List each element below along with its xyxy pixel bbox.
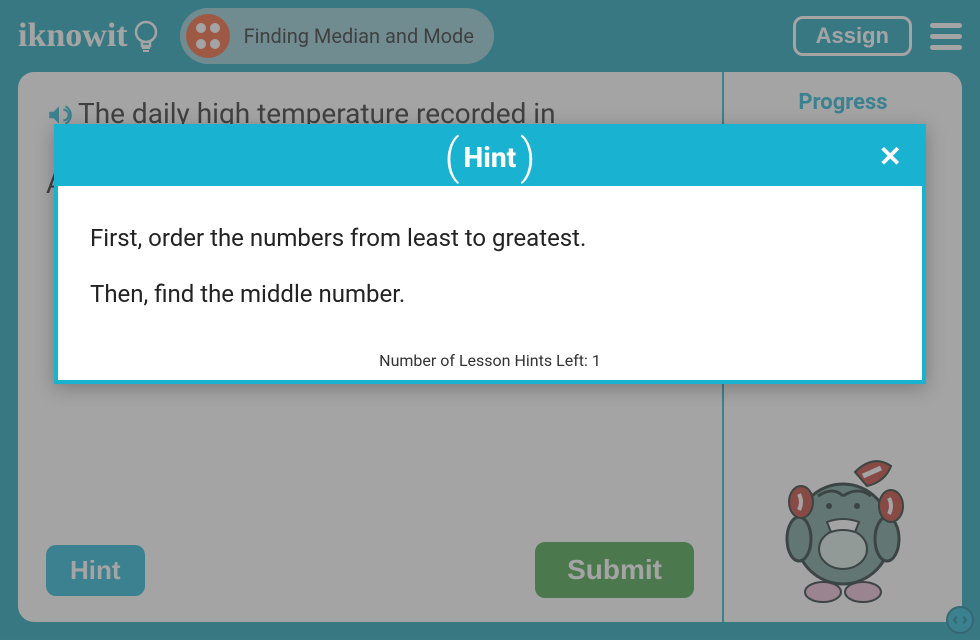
hints-remaining: Number of Lesson Hints Left: 1 [58, 351, 922, 380]
modal-overlay[interactable]: ( Hint ) ✕ First, order the numbers from… [0, 0, 980, 640]
modal-body: First, order the numbers from least to g… [58, 186, 922, 351]
close-icon[interactable]: ✕ [879, 143, 902, 171]
paren-left-icon: ( [444, 133, 459, 181]
hint-line-2: Then, find the middle number. [90, 278, 890, 312]
paren-right-icon: ) [520, 133, 536, 181]
modal-header: ( Hint ) ✕ [58, 128, 922, 186]
hint-line-1: First, order the numbers from least to g… [90, 222, 890, 256]
hint-modal: ( Hint ) ✕ First, order the numbers from… [54, 124, 926, 384]
modal-title: Hint [464, 141, 517, 174]
